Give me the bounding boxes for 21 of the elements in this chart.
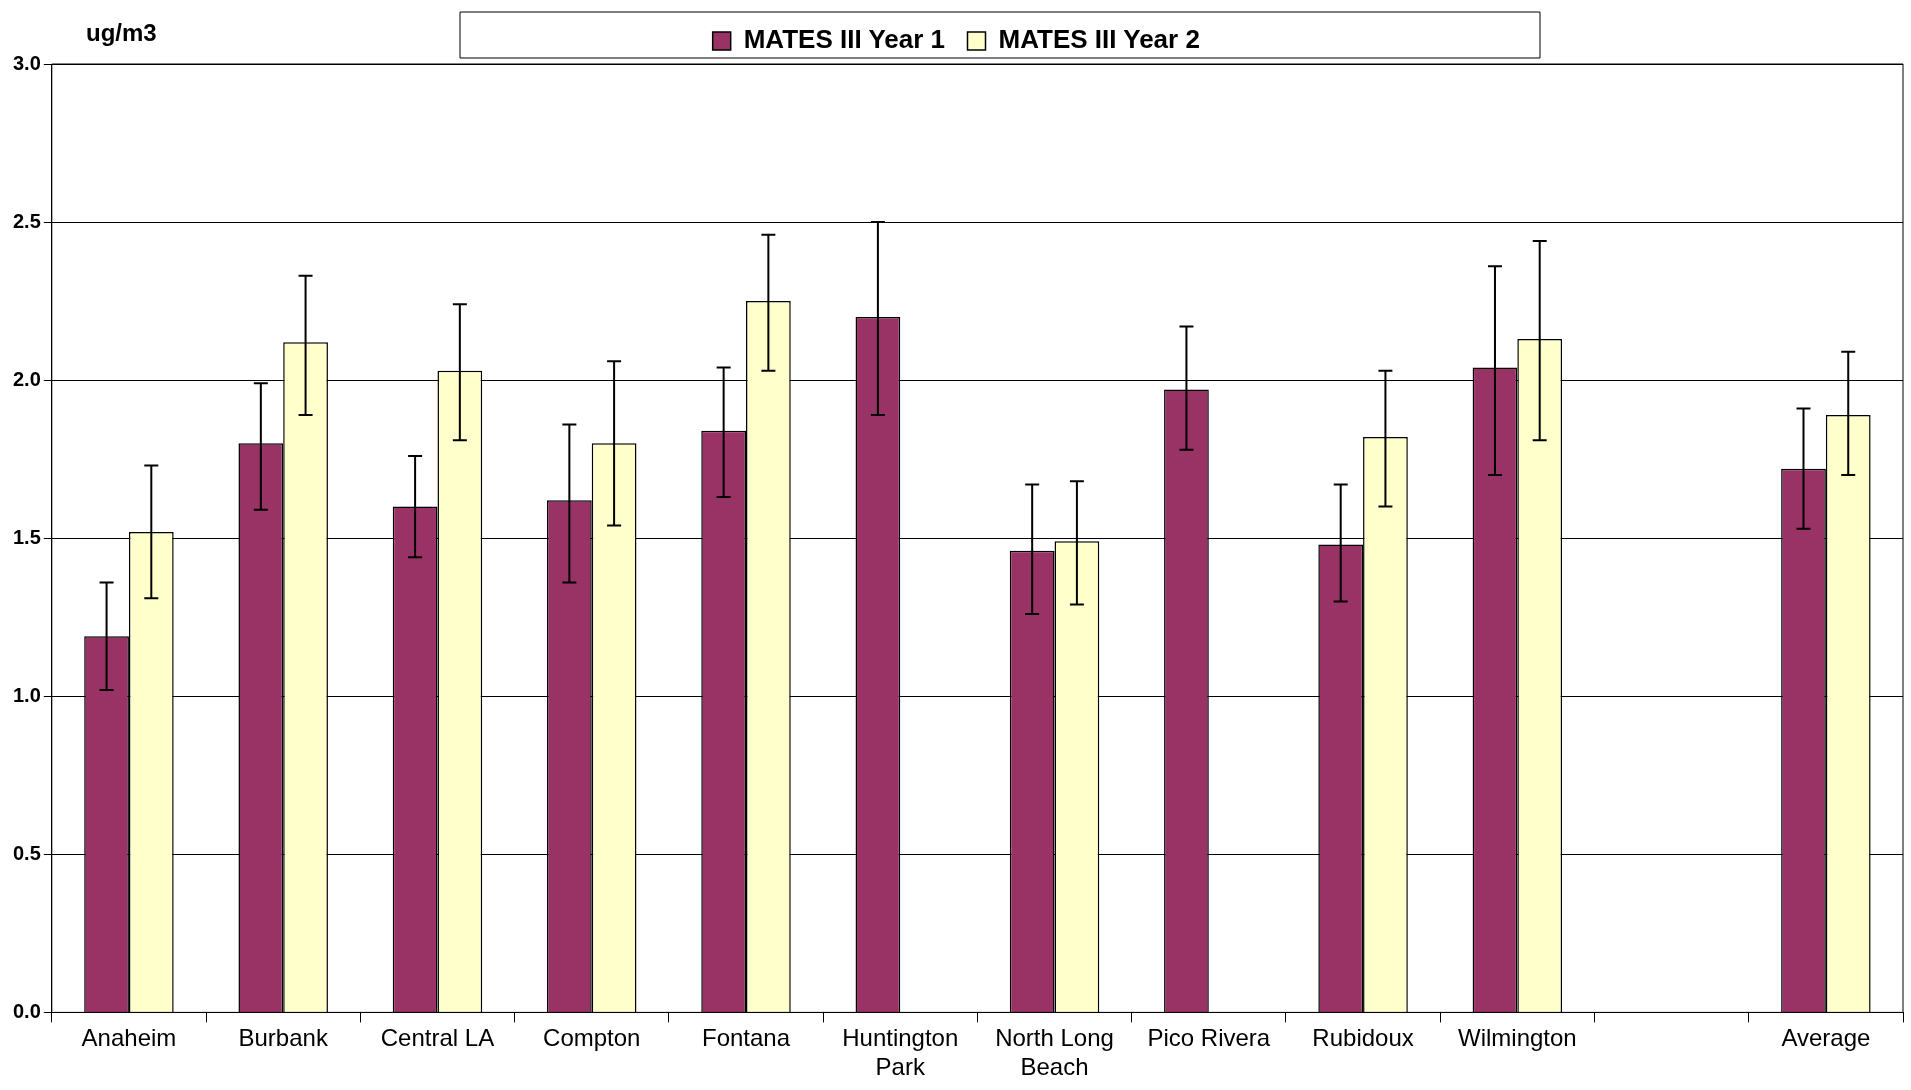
x-tick-label: Fontana bbox=[701, 1024, 791, 1052]
x-tick-label: Pico Rivera bbox=[1147, 1024, 1271, 1052]
x-tick-label: Rubidoux bbox=[1312, 1024, 1414, 1052]
y-tick-label: 1.0 bbox=[12, 683, 41, 706]
y-tick-label: 2.0 bbox=[12, 367, 41, 390]
legend-label: MATES III Year 1 bbox=[743, 24, 946, 55]
y-tick-label: 2.5 bbox=[12, 209, 41, 232]
x-tick-label: Central LA bbox=[380, 1024, 495, 1052]
y-tick-label: 0.0 bbox=[12, 999, 41, 1022]
legend-label: MATES III Year 2 bbox=[998, 24, 1200, 55]
y-tick-label: 0.5 bbox=[12, 841, 41, 864]
x-tick-label: Anaheim bbox=[81, 1024, 177, 1052]
x-tick-label: Wilmington bbox=[1457, 1024, 1577, 1052]
y-axis-title: ug/m3 bbox=[86, 18, 157, 46]
x-tick-label: Huntington Park bbox=[842, 1024, 959, 1081]
y-tick-label: 3.0 bbox=[12, 51, 41, 74]
x-tick-label: Average bbox=[1781, 1024, 1871, 1052]
x-tick-label: Burbank bbox=[238, 1024, 329, 1052]
x-tick-label: North Long Beach bbox=[995, 1024, 1114, 1081]
y-tick-label: 1.5 bbox=[12, 525, 41, 548]
x-tick-label: Compton bbox=[543, 1024, 641, 1052]
